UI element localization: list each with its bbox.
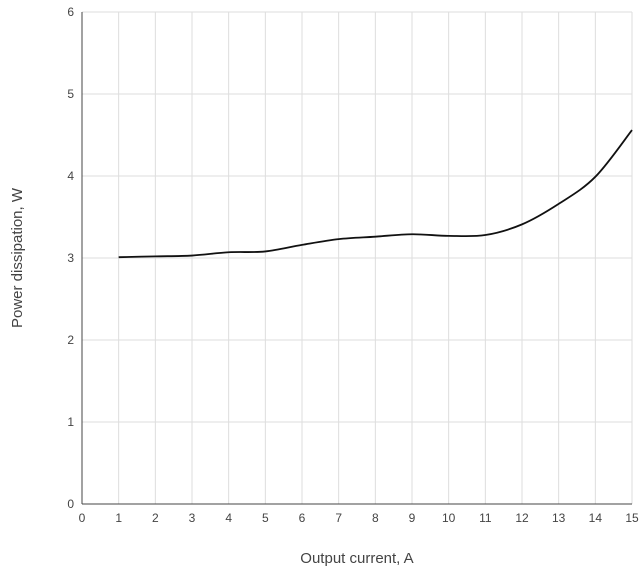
x-tick-label: 0 — [79, 511, 86, 525]
y-tick-label: 0 — [67, 497, 74, 511]
y-tick-labels: 0 1 2 3 4 5 6 — [67, 5, 74, 511]
y-tick-label: 2 — [67, 333, 74, 347]
x-tick-label: 8 — [372, 511, 379, 525]
x-tick-label: 11 — [479, 511, 492, 525]
y-axis-title: Power dissipation, W — [9, 187, 26, 328]
x-tick-label: 6 — [299, 511, 306, 525]
series — [118, 129, 633, 259]
y-tick-label: 3 — [67, 251, 74, 265]
grid — [82, 11, 633, 504]
x-tick-label: 3 — [189, 511, 196, 525]
y-tick-label: 4 — [67, 169, 74, 183]
x-tick-label: 12 — [515, 511, 529, 525]
x-tick-label: 14 — [589, 511, 603, 525]
x-tick-label: 15 — [625, 511, 639, 525]
x-tick-label: 13 — [552, 511, 566, 525]
x-tick-label: 4 — [225, 511, 232, 525]
axes — [81, 12, 632, 505]
x-tick-labels: 0 1 2 3 4 5 6 7 8 9 10 11 12 13 14 15 — [79, 511, 639, 525]
x-tick-label: 7 — [335, 511, 342, 525]
x-tick-label: 5 — [262, 511, 269, 525]
x-tick-label: 2 — [152, 511, 159, 525]
y-tick-label: 5 — [67, 87, 74, 101]
y-tick-label: 1 — [67, 415, 74, 429]
x-tick-label: 1 — [115, 511, 122, 525]
x-tick-label: 10 — [442, 511, 456, 525]
x-axis-title: Output current, A — [300, 550, 413, 567]
series-line — [118, 129, 633, 259]
y-tick-label: 6 — [67, 5, 74, 19]
x-tick-label: 9 — [409, 511, 416, 525]
